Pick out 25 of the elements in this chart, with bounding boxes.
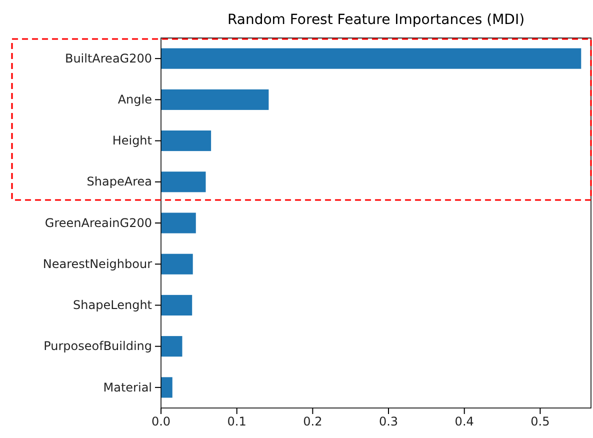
bar — [161, 172, 206, 192]
x-tick-label: 0.3 — [378, 414, 398, 429]
x-tick-label: 0.5 — [530, 414, 550, 429]
bar — [161, 377, 172, 398]
bar — [161, 336, 182, 357]
y-tick-label: NearestNeighbour — [42, 256, 152, 271]
y-tick-label: ShapeLenght — [73, 298, 152, 312]
x-tick-label: 0.2 — [303, 414, 322, 429]
bar — [161, 130, 212, 152]
x-tick-label: 0.0 — [151, 414, 171, 429]
bar — [161, 48, 582, 69]
y-tick-label: Height — [112, 134, 152, 148]
bar — [161, 254, 193, 274]
x-tick-label: 0.1 — [227, 414, 246, 429]
x-tick-label: 0.4 — [454, 414, 474, 429]
bar — [161, 294, 192, 316]
y-tick-label: PurposeofBuilding — [44, 339, 152, 354]
y-tick-label: Angle — [118, 92, 152, 107]
bar — [161, 212, 196, 234]
y-tick-label: GreenAreainG200 — [44, 216, 152, 230]
bar — [161, 89, 269, 110]
y-tick-label: Material — [103, 380, 152, 394]
y-tick-label: ShapeArea — [86, 174, 152, 189]
chart-title: Random Forest Feature Importances (MDI) — [227, 12, 525, 28]
y-tick-label: BuiltAreaG200 — [64, 51, 152, 66]
